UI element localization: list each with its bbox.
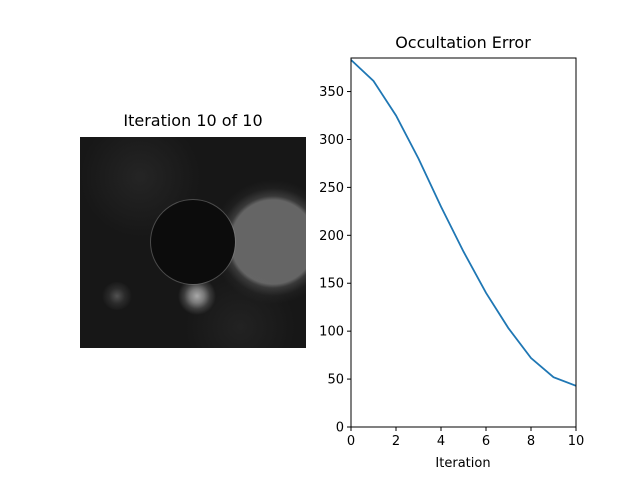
y-tick-label: 50	[327, 373, 344, 388]
x-tick-label: 0	[347, 434, 355, 449]
x-tick-label: 4	[437, 434, 445, 449]
image-panel-title: Iteration 10 of 10	[123, 111, 263, 130]
y-tick-label: 350	[319, 85, 344, 100]
y-tick-label: 100	[319, 325, 344, 340]
x-tick-label: 2	[392, 434, 400, 449]
x-tick-label: 6	[482, 434, 490, 449]
planet-blob	[102, 282, 132, 310]
plot-frame	[350, 57, 577, 428]
y-tick-label: 150	[319, 277, 344, 292]
series-line	[350, 59, 577, 387]
x-tick-label: 10	[568, 434, 585, 449]
y-tick-label: 300	[319, 133, 344, 148]
x-axis-label: Iteration	[435, 456, 490, 471]
y-tick-label: 0	[336, 421, 344, 436]
x-tick-label: 8	[527, 434, 535, 449]
y-tick-label: 250	[319, 181, 344, 196]
chart-title: Occultation Error	[395, 33, 531, 52]
occulter-disk	[151, 200, 235, 284]
occultation-image	[80, 137, 306, 348]
y-tick-label: 200	[319, 229, 344, 244]
